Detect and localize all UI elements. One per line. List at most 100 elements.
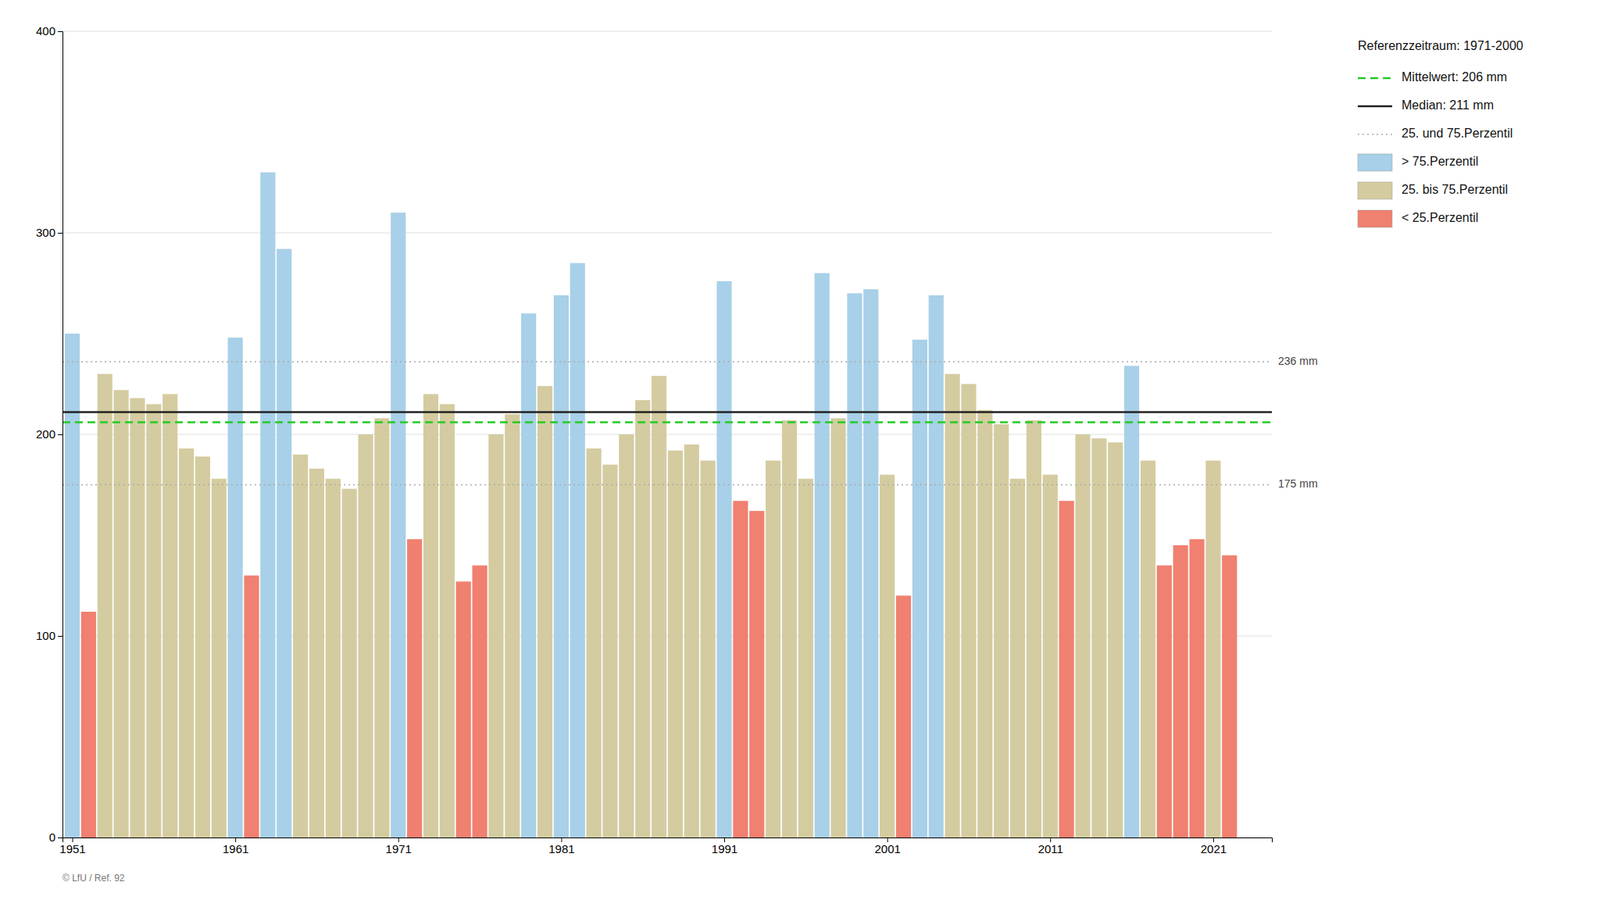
- tick-mark: [57, 635, 63, 637]
- bar: [81, 611, 97, 838]
- bar: [390, 212, 406, 838]
- bar: [97, 374, 113, 838]
- legend-item: Mittelwert: 206 mm: [1357, 70, 1508, 84]
- grid-line: [62, 232, 1272, 234]
- tick: 1981: [548, 837, 575, 856]
- tick-label: 2001: [874, 842, 900, 856]
- bar: [1173, 545, 1189, 838]
- bar: [471, 565, 487, 838]
- grid-line: [62, 434, 1272, 436]
- bar: [960, 384, 976, 839]
- legend-item: > 75.Perzentil: [1357, 153, 1479, 172]
- bar: [1010, 478, 1025, 838]
- bar: [423, 393, 439, 838]
- y-axis: 0 100 200 300 400: [35, 24, 64, 844]
- bar: [1107, 442, 1123, 838]
- bar: [977, 410, 993, 838]
- reference-line: [62, 484, 1272, 486]
- x-axis: 19511961197119811991200120112021: [59, 837, 1272, 856]
- bar: [178, 448, 194, 838]
- bar: [1091, 438, 1107, 838]
- tick-label: 1961: [222, 842, 249, 856]
- bar: [114, 389, 129, 838]
- legend-label: > 75.Perzentil: [1401, 154, 1479, 168]
- legend-symbol: [1357, 105, 1393, 108]
- bar: [276, 249, 292, 838]
- bar: [684, 444, 700, 838]
- reference-label: 175 mm: [1278, 477, 1318, 490]
- tick: 1961: [222, 837, 249, 856]
- bar: [129, 398, 145, 838]
- tick-label: 2011: [1038, 842, 1064, 856]
- tick-label: 1991: [711, 842, 738, 856]
- reference-line: [62, 360, 1272, 363]
- bar: [1205, 460, 1221, 838]
- tick: 0: [49, 830, 63, 844]
- tick: 2021: [1200, 837, 1227, 856]
- tick: 1991: [711, 837, 738, 856]
- tick-label: 200: [35, 427, 56, 441]
- bar: [537, 385, 553, 838]
- bar: [667, 450, 683, 838]
- bar: [765, 460, 781, 838]
- bar: [570, 263, 586, 838]
- bar: [342, 489, 358, 838]
- bar: [944, 374, 960, 838]
- bar: [211, 478, 227, 838]
- bar: [553, 295, 569, 838]
- legend-title: Referenzzeitraum: 1971-2000: [1357, 39, 1524, 53]
- bar: [260, 172, 275, 838]
- bar: [521, 313, 536, 838]
- tick-label: 1981: [548, 842, 575, 856]
- bar: [195, 456, 211, 838]
- bar: [456, 581, 472, 838]
- legend-symbol: [1357, 133, 1393, 136]
- tick-mark: [57, 837, 63, 839]
- bar: [732, 500, 748, 838]
- legend-item: 25. und 75.Perzentil: [1357, 126, 1513, 140]
- bar: [912, 339, 928, 838]
- bar: [1042, 475, 1058, 838]
- reference-labels: 236 mm 175 mm: [1278, 354, 1318, 490]
- tick-label: 100: [35, 628, 56, 643]
- bar: [1157, 565, 1172, 838]
- bar: [928, 295, 944, 838]
- legend-label: 25. und 75.Perzentil: [1401, 126, 1513, 140]
- bar: [407, 539, 422, 838]
- bar: [879, 475, 895, 838]
- legend-item: 25. bis 75.Perzentil: [1357, 182, 1508, 200]
- grid: [62, 31, 1272, 838]
- tick: 200: [35, 427, 63, 441]
- plot-area: [62, 172, 1272, 838]
- reference-line: [62, 421, 1272, 424]
- bar: [1140, 460, 1156, 838]
- bar: [782, 420, 797, 838]
- bar: [749, 510, 765, 838]
- bar: [374, 417, 390, 838]
- tick: 1971: [385, 837, 412, 856]
- bar: [700, 460, 716, 838]
- bar: [602, 464, 618, 838]
- bar: [846, 292, 862, 838]
- legend-item: Median: 211 mm: [1357, 98, 1494, 112]
- tick-mark: [57, 232, 63, 234]
- tick-label: 2021: [1200, 842, 1227, 856]
- tick: 400: [35, 24, 63, 38]
- bar: [635, 400, 650, 838]
- legend-label: 25. bis 75.Perzentil: [1401, 182, 1508, 197]
- grid-line: [62, 635, 1272, 637]
- tick: 300: [35, 225, 63, 240]
- legend-symbol: [1357, 153, 1393, 172]
- bar: [830, 417, 846, 838]
- chart: 1951196119711981199120012011202101002003…: [0, 0, 1600, 900]
- bar: [504, 414, 520, 838]
- bar: [586, 448, 602, 838]
- bar: [64, 333, 80, 838]
- bar: [1059, 500, 1075, 838]
- reference-label: 236 mm: [1278, 354, 1318, 368]
- legend-item: < 25.Perzentil: [1357, 210, 1479, 228]
- axis-line: [57, 32, 64, 839]
- reference-line: [62, 410, 1272, 414]
- tick: 2011: [1038, 837, 1064, 856]
- bar: [618, 434, 634, 838]
